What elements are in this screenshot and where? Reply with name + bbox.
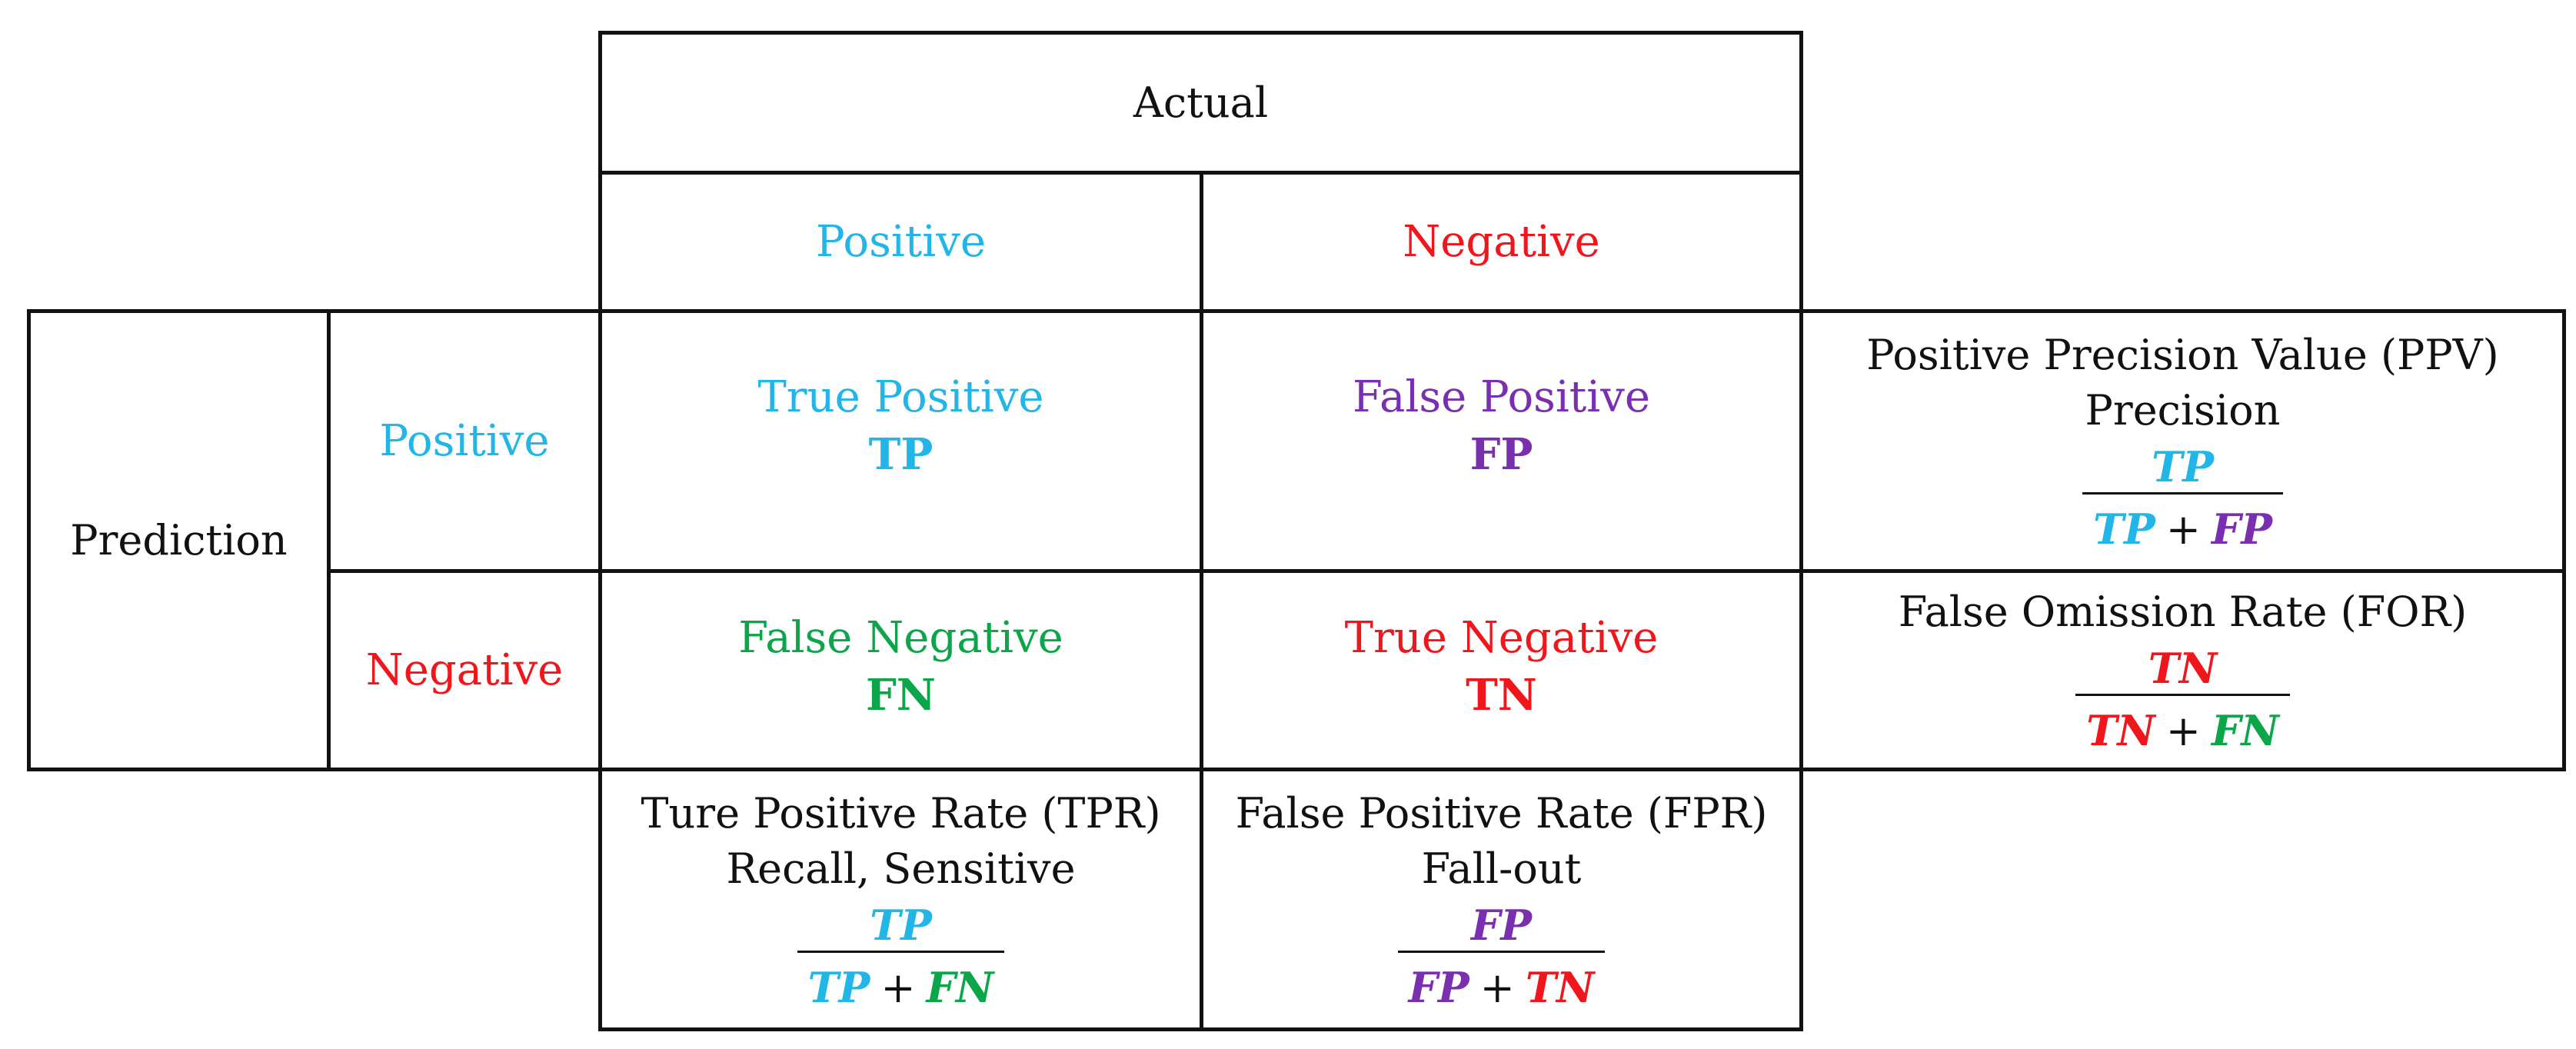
grid-line [1799, 31, 1803, 1031]
fpr-denominator-a: FP [1408, 962, 1469, 1012]
prediction-label: Prediction [70, 515, 288, 564]
ppv-denominator-b: FP [2212, 504, 2272, 554]
actual-header: Actual [602, 35, 1799, 171]
row-header-negative: Negative [331, 573, 598, 768]
ppv-denominator-a: TP [2093, 504, 2155, 554]
ppv-formula: TP TP + FP [2082, 441, 2283, 555]
column-header-positive: Positive [602, 175, 1200, 309]
grid-line [2562, 309, 2566, 771]
tpr-subtitle: Recall, Sensitive [726, 844, 1076, 893]
plus-sign: + [1479, 963, 1515, 1012]
grid-line [598, 31, 602, 1031]
fpr-title: False Positive Rate (FPR) [1235, 788, 1768, 838]
tpr-denominator-a: TP [807, 962, 870, 1012]
column-positive-label: Positive [816, 216, 986, 267]
fn-abbr: FN [866, 669, 936, 721]
tn-abbr: TN [1466, 669, 1537, 721]
tpr-formula: TP TP + FN [797, 900, 1005, 1014]
plus-sign: + [2165, 505, 2202, 554]
for-formula: TN TN + FN [2075, 643, 2290, 757]
column-negative-label: Negative [1403, 216, 1600, 267]
ppv-title: Positive Precision Value (PPV) [1866, 330, 2499, 379]
grid-line [1200, 171, 1203, 1031]
fpr-formula: FP FP + TN [1397, 900, 1606, 1014]
row-positive-label: Positive [379, 415, 550, 466]
metric-tpr: Ture Positive Rate (TPR) Recall, Sensiti… [602, 771, 1200, 1027]
tp-name: True Positive [757, 371, 1044, 422]
grid-line [27, 309, 2566, 313]
row-header-positive: Positive [331, 313, 598, 569]
metric-ppv: Positive Precision Value (PPV) Precision… [1803, 313, 2562, 569]
ppv-numerator: TP [2152, 441, 2214, 491]
fpr-numerator: FP [1471, 900, 1532, 950]
tp-abbr: TP [868, 428, 934, 480]
for-numerator: TN [2148, 643, 2218, 693]
tpr-denominator: TP + FN [797, 950, 1005, 1014]
cell-true-negative: True Negative TN [1203, 573, 1799, 768]
row-negative-label: Negative [365, 644, 564, 695]
tn-name: True Negative [1344, 612, 1659, 663]
fn-name: False Negative [738, 612, 1063, 663]
tpr-denominator-b: FN [926, 962, 994, 1012]
grid-line [327, 569, 2566, 573]
for-title: False Omission Rate (FOR) [1898, 587, 2468, 636]
metric-fpr: False Positive Rate (FPR) Fall-out FP FP… [1203, 771, 1799, 1027]
grid-line [27, 768, 2566, 771]
grid-line [27, 309, 31, 771]
tpr-numerator: TP [870, 900, 932, 950]
prediction-header: Prediction [31, 313, 327, 768]
tpr-title: Ture Positive Rate (TPR) [641, 788, 1161, 838]
for-denominator: TN + FN [2075, 693, 2290, 757]
for-denominator-b: FN [2212, 705, 2279, 755]
cell-false-negative: False Negative FN [602, 573, 1200, 768]
grid-line [327, 309, 331, 771]
cell-true-positive: True Positive TP [602, 313, 1200, 569]
grid-line [598, 31, 1803, 35]
metric-for: False Omission Rate (FOR) TN TN + FN [1803, 573, 2562, 768]
fpr-subtitle: Fall-out [1421, 844, 1582, 893]
for-denominator-a: TN [2086, 705, 2155, 755]
column-header-negative: Negative [1203, 175, 1799, 309]
actual-label: Actual [1133, 78, 1269, 127]
fpr-denominator-b: TN [1525, 962, 1595, 1012]
plus-sign: + [880, 963, 916, 1012]
fp-name: False Positive [1353, 371, 1650, 422]
ppv-subtitle: Precision [2085, 385, 2281, 435]
fpr-denominator: FP + TN [1397, 950, 1606, 1014]
plus-sign: + [2165, 706, 2202, 755]
fp-abbr: FP [1469, 428, 1533, 480]
cell-false-positive: False Positive FP [1203, 313, 1799, 569]
ppv-denominator: TP + FP [2082, 491, 2283, 555]
